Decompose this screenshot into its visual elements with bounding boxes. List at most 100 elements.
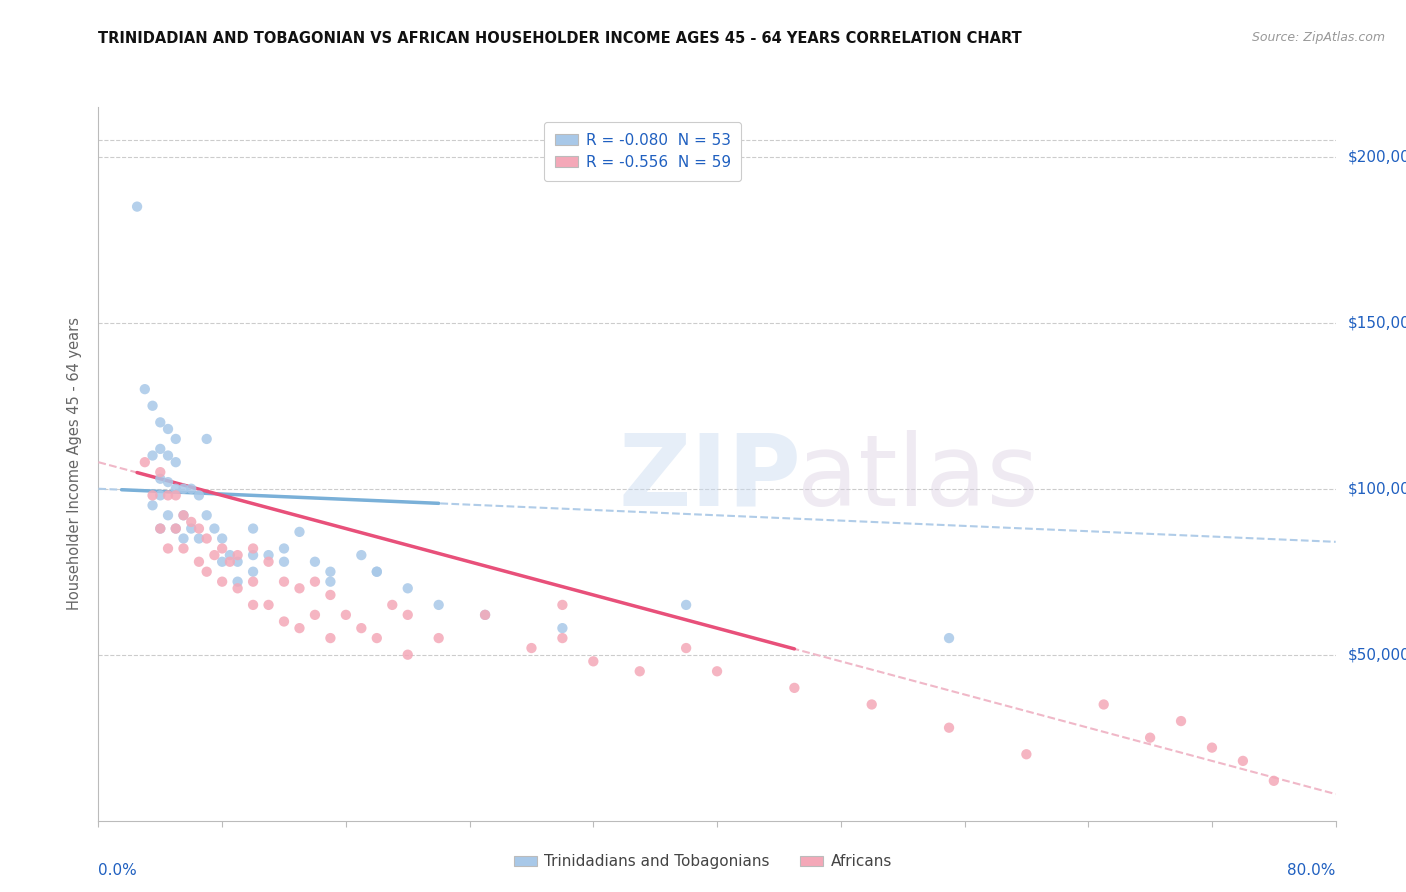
Point bbox=[149, 488, 172, 502]
Point bbox=[149, 522, 172, 536]
Point bbox=[304, 555, 326, 569]
Point bbox=[242, 548, 264, 562]
Point bbox=[257, 598, 280, 612]
Point bbox=[141, 449, 165, 463]
Point bbox=[226, 582, 249, 596]
Point bbox=[675, 641, 697, 656]
Point bbox=[242, 565, 264, 579]
Point bbox=[211, 532, 233, 546]
Point bbox=[211, 574, 233, 589]
Point bbox=[319, 631, 342, 645]
Point bbox=[141, 488, 165, 502]
Point bbox=[1232, 754, 1254, 768]
Point bbox=[242, 541, 264, 556]
Point bbox=[226, 555, 249, 569]
Point bbox=[127, 200, 149, 214]
Point bbox=[304, 574, 326, 589]
Text: atlas: atlas bbox=[797, 430, 1039, 526]
Point bbox=[134, 455, 156, 469]
Point bbox=[195, 432, 218, 446]
Point bbox=[149, 415, 172, 429]
Point bbox=[1170, 714, 1192, 728]
Point bbox=[273, 615, 295, 629]
Point bbox=[783, 681, 806, 695]
Point bbox=[427, 631, 450, 645]
Point bbox=[288, 524, 311, 539]
Point bbox=[366, 565, 388, 579]
Point bbox=[366, 565, 388, 579]
Point bbox=[226, 548, 249, 562]
Text: TRINIDADIAN AND TOBAGONIAN VS AFRICAN HOUSEHOLDER INCOME AGES 45 - 64 YEARS CORR: TRINIDADIAN AND TOBAGONIAN VS AFRICAN HO… bbox=[98, 31, 1022, 46]
Point bbox=[165, 455, 187, 469]
Y-axis label: Householder Income Ages 45 - 64 years: Householder Income Ages 45 - 64 years bbox=[67, 318, 83, 610]
Point bbox=[350, 548, 373, 562]
Point bbox=[188, 488, 211, 502]
Point bbox=[551, 621, 574, 635]
Point bbox=[396, 648, 419, 662]
Point bbox=[141, 399, 165, 413]
Point bbox=[319, 565, 342, 579]
Point bbox=[304, 607, 326, 622]
Point bbox=[149, 442, 172, 456]
Point bbox=[165, 522, 187, 536]
Point bbox=[180, 515, 202, 529]
Point bbox=[149, 472, 172, 486]
Point bbox=[157, 422, 180, 436]
Point bbox=[157, 449, 180, 463]
Text: $50,000: $50,000 bbox=[1348, 648, 1406, 662]
Point bbox=[474, 607, 496, 622]
Point bbox=[396, 607, 419, 622]
Point bbox=[165, 522, 187, 536]
Point bbox=[1139, 731, 1161, 745]
Legend: Trinidadians and Tobagonians, Africans: Trinidadians and Tobagonians, Africans bbox=[508, 848, 898, 875]
Point bbox=[149, 465, 172, 479]
Point bbox=[204, 548, 226, 562]
Point bbox=[165, 482, 187, 496]
Point bbox=[172, 541, 194, 556]
Point bbox=[157, 488, 180, 502]
Point bbox=[1201, 740, 1223, 755]
Point bbox=[188, 555, 211, 569]
Text: $100,000: $100,000 bbox=[1348, 481, 1406, 496]
Point bbox=[1015, 747, 1038, 762]
Point bbox=[938, 631, 960, 645]
Point bbox=[474, 607, 496, 622]
Point bbox=[195, 565, 218, 579]
Point bbox=[350, 621, 373, 635]
Point bbox=[273, 555, 295, 569]
Point bbox=[172, 482, 194, 496]
Point bbox=[172, 508, 194, 523]
Point bbox=[180, 522, 202, 536]
Point bbox=[551, 598, 574, 612]
Point bbox=[188, 532, 211, 546]
Point bbox=[195, 532, 218, 546]
Point bbox=[141, 499, 165, 513]
Text: $150,000: $150,000 bbox=[1348, 315, 1406, 330]
Point bbox=[257, 555, 280, 569]
Point bbox=[582, 654, 605, 668]
Text: 80.0%: 80.0% bbox=[1288, 863, 1336, 879]
Point bbox=[118, 67, 141, 81]
Point bbox=[219, 555, 242, 569]
Point bbox=[396, 582, 419, 596]
Point bbox=[211, 555, 233, 569]
Point bbox=[520, 641, 543, 656]
Point bbox=[219, 548, 242, 562]
Point bbox=[288, 621, 311, 635]
Point bbox=[675, 598, 697, 612]
Point bbox=[204, 522, 226, 536]
Point bbox=[157, 475, 180, 489]
Point bbox=[366, 631, 388, 645]
Point bbox=[273, 574, 295, 589]
Point bbox=[273, 541, 295, 556]
Point bbox=[195, 508, 218, 523]
Legend: R = -0.080  N = 53, R = -0.556  N = 59: R = -0.080 N = 53, R = -0.556 N = 59 bbox=[544, 122, 741, 181]
Point bbox=[319, 588, 342, 602]
Text: Source: ZipAtlas.com: Source: ZipAtlas.com bbox=[1251, 31, 1385, 45]
Point bbox=[165, 488, 187, 502]
Point bbox=[938, 721, 960, 735]
Point bbox=[242, 574, 264, 589]
Text: 0.0%: 0.0% bbox=[98, 863, 138, 879]
Point bbox=[288, 582, 311, 596]
Point bbox=[157, 508, 180, 523]
